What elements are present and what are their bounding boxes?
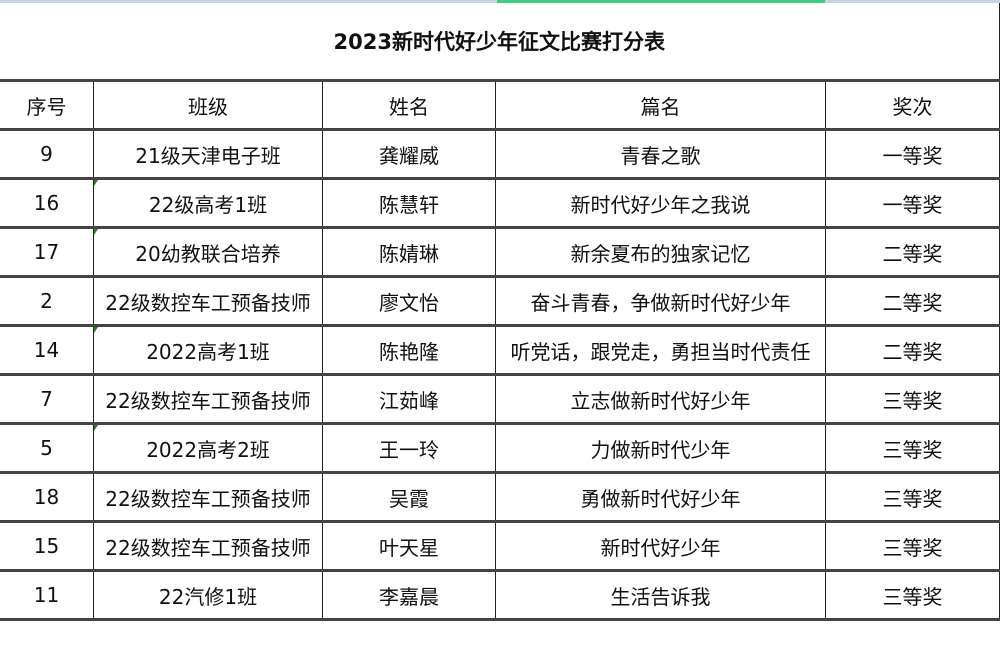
table-row: 5 2022高考2班 王一玲 力做新时代少年 三等奖 xyxy=(0,422,1000,474)
title-row: 2023新时代好少年征文比赛打分表 xyxy=(0,3,1000,82)
cell-class[interactable]: 22级数控车工预备技师 xyxy=(93,275,323,327)
cell-class[interactable]: 22汽修1班 xyxy=(93,569,323,621)
header-no[interactable]: 序号 xyxy=(0,79,94,131)
cell-no[interactable]: 7 xyxy=(0,373,94,425)
cell-essay[interactable]: 奋斗青春，争做新时代好少年 xyxy=(495,275,826,327)
cell-name[interactable]: 陈慧轩 xyxy=(322,177,496,229)
cell-award[interactable]: 三等奖 xyxy=(825,520,1000,572)
selected-column-indicator xyxy=(497,0,825,3)
cell-class[interactable]: 2022高考2班 xyxy=(93,422,323,474)
cell-text: 2022高考2班 xyxy=(146,437,270,462)
table-row: 7 22级数控车工预备技师 江茹峰 立志做新时代好少年 三等奖 xyxy=(0,373,1000,425)
cell-class[interactable]: 22级数控车工预备技师 xyxy=(93,373,323,425)
cell-no[interactable]: 16 xyxy=(0,177,94,229)
column-header-strip xyxy=(0,0,1000,3)
header-class[interactable]: 班级 xyxy=(93,79,323,131)
cell-essay[interactable]: 青春之歌 xyxy=(495,128,826,180)
number-as-text-flag-icon xyxy=(94,180,98,186)
cell-text: 20幼教联合培养 xyxy=(135,241,281,266)
header-row: 序号 班级 姓名 篇名 奖次 xyxy=(0,79,1000,131)
cell-no[interactable]: 11 xyxy=(0,569,94,621)
table-row: 9 21级天津电子班 龚耀威 青春之歌 一等奖 xyxy=(0,128,1000,180)
table-row: 14 2022高考1班 陈艳隆 听党话，跟党走，勇担当时代责任 二等奖 xyxy=(0,324,1000,376)
cell-text: 2022高考1班 xyxy=(146,339,270,364)
cell-name[interactable]: 陈艳隆 xyxy=(322,324,496,376)
cell-award[interactable]: 二等奖 xyxy=(825,226,1000,278)
cell-award[interactable]: 一等奖 xyxy=(825,177,1000,229)
cell-essay[interactable]: 新时代好少年 xyxy=(495,520,826,572)
cell-no[interactable]: 18 xyxy=(0,471,94,523)
cell-essay[interactable]: 立志做新时代好少年 xyxy=(495,373,826,425)
cell-name[interactable]: 江茹峰 xyxy=(322,373,496,425)
cell-class[interactable]: 2022高考1班 xyxy=(93,324,323,376)
cell-no[interactable]: 17 xyxy=(0,226,94,278)
header-award[interactable]: 奖次 xyxy=(825,79,1000,131)
cell-award[interactable]: 二等奖 xyxy=(825,275,1000,327)
cell-essay[interactable]: 新余夏布的独家记忆 xyxy=(495,226,826,278)
table-row: 16 22级高考1班 陈慧轩 新时代好少年之我说 一等奖 xyxy=(0,177,1000,229)
cell-essay[interactable]: 力做新时代少年 xyxy=(495,422,826,474)
cell-essay[interactable]: 勇做新时代好少年 xyxy=(495,471,826,523)
header-name[interactable]: 姓名 xyxy=(322,79,496,131)
header-essay[interactable]: 篇名 xyxy=(495,79,826,131)
cell-essay[interactable]: 新时代好少年之我说 xyxy=(495,177,826,229)
cell-essay[interactable]: 生活告诉我 xyxy=(495,569,826,621)
cell-name[interactable]: 龚耀威 xyxy=(322,128,496,180)
number-as-text-flag-icon xyxy=(94,327,98,333)
cell-name[interactable]: 吴霞 xyxy=(322,471,496,523)
cell-award[interactable]: 三等奖 xyxy=(825,471,1000,523)
table-row: 15 22级数控车工预备技师 叶天星 新时代好少年 三等奖 xyxy=(0,520,1000,572)
cell-no[interactable]: 14 xyxy=(0,324,94,376)
cell-no[interactable]: 5 xyxy=(0,422,94,474)
cell-name[interactable]: 廖文怡 xyxy=(322,275,496,327)
sheet-title[interactable]: 2023新时代好少年征文比赛打分表 xyxy=(0,3,1000,82)
table-row: 17 20幼教联合培养 陈婧琳 新余夏布的独家记忆 二等奖 xyxy=(0,226,1000,278)
cell-class[interactable]: 22级数控车工预备技师 xyxy=(93,520,323,572)
cell-name[interactable]: 叶天星 xyxy=(322,520,496,572)
number-as-text-flag-icon xyxy=(94,425,98,431)
cell-name[interactable]: 李嘉晨 xyxy=(322,569,496,621)
table-row: 18 22级数控车工预备技师 吴霞 勇做新时代好少年 三等奖 xyxy=(0,471,1000,523)
cell-no[interactable]: 9 xyxy=(0,128,94,180)
cell-no[interactable]: 15 xyxy=(0,520,94,572)
cell-essay[interactable]: 听党话，跟党走，勇担当时代责任 xyxy=(495,324,826,376)
cell-name[interactable]: 陈婧琳 xyxy=(322,226,496,278)
number-as-text-flag-icon xyxy=(94,229,98,235)
cell-award[interactable]: 一等奖 xyxy=(825,128,1000,180)
cell-no[interactable]: 2 xyxy=(0,275,94,327)
cell-class[interactable]: 22级高考1班 xyxy=(93,177,323,229)
table-row: 11 22汽修1班 李嘉晨 生活告诉我 三等奖 xyxy=(0,569,1000,621)
cell-class[interactable]: 21级天津电子班 xyxy=(93,128,323,180)
cell-award[interactable]: 三等奖 xyxy=(825,569,1000,621)
cell-class[interactable]: 20幼教联合培养 xyxy=(93,226,323,278)
cell-award[interactable]: 三等奖 xyxy=(825,422,1000,474)
cell-class[interactable]: 22级数控车工预备技师 xyxy=(93,471,323,523)
cell-name[interactable]: 王一玲 xyxy=(322,422,496,474)
table-row: 2 22级数控车工预备技师 廖文怡 奋斗青春，争做新时代好少年 二等奖 xyxy=(0,275,1000,327)
cell-award[interactable]: 三等奖 xyxy=(825,373,1000,425)
cell-award[interactable]: 二等奖 xyxy=(825,324,1000,376)
cell-text: 22级高考1班 xyxy=(148,192,268,217)
score-sheet: 2023新时代好少年征文比赛打分表 序号 班级 姓名 篇名 奖次 9 21级天津电… xyxy=(0,3,1000,621)
